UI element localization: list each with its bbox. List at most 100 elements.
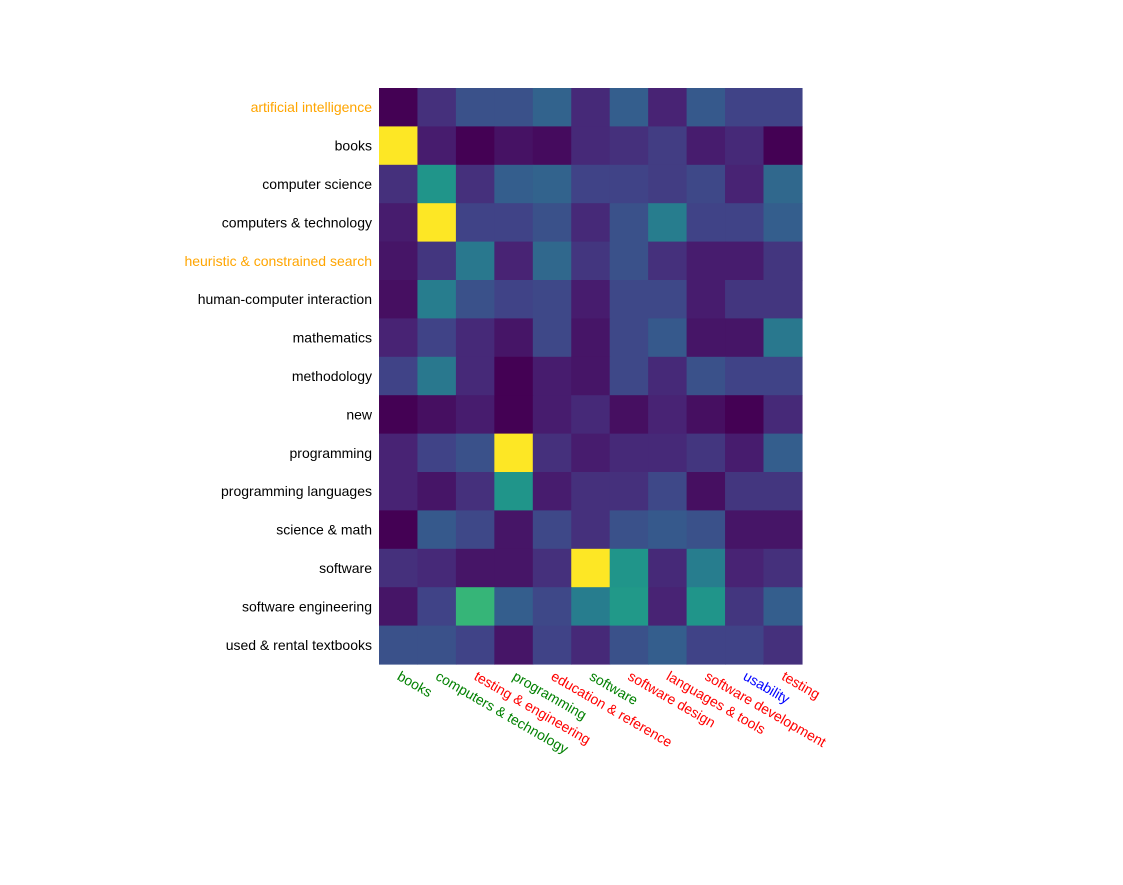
heatmap-cell	[532, 280, 572, 319]
heatmap-cell	[494, 625, 534, 665]
heatmap-cell	[725, 433, 765, 473]
heatmap-cell	[417, 241, 457, 281]
heatmap-cell	[532, 548, 572, 588]
heatmap-cell	[686, 587, 726, 627]
heatmap-cell	[686, 510, 726, 550]
heatmap-cell	[725, 510, 765, 550]
row-label: books	[335, 138, 372, 154]
heatmap-cell	[763, 203, 803, 243]
heatmap-cell	[455, 587, 495, 627]
heatmap-cell	[686, 241, 726, 281]
heatmap-cell	[532, 587, 572, 627]
heatmap-cell	[494, 548, 534, 588]
heatmap-cell	[494, 164, 534, 204]
heatmap-cell	[648, 625, 688, 665]
heatmap-cell	[725, 241, 765, 281]
heatmap-cell	[532, 126, 572, 166]
row-label: new	[346, 406, 373, 422]
heatmap-cell	[725, 164, 765, 204]
row-label: methodology	[292, 368, 372, 384]
heatmap-cell	[455, 510, 495, 550]
heatmap-cell	[648, 280, 688, 319]
heatmap-cell	[494, 280, 534, 319]
row-label: software	[319, 560, 372, 576]
heatmap-cell	[379, 395, 419, 435]
heatmap-cell	[648, 510, 688, 550]
heatmap-cell	[609, 395, 649, 435]
row-label: human-computer interaction	[198, 291, 372, 307]
heatmap-cell	[532, 203, 572, 243]
heatmap-cell	[763, 395, 803, 435]
heatmap-cell	[379, 587, 419, 627]
heatmap-cell	[379, 548, 419, 588]
heatmap-cell	[686, 472, 726, 511]
row-label: computer science	[262, 176, 372, 192]
heatmap-cell	[379, 241, 419, 281]
heatmap-cell	[417, 510, 457, 550]
heatmap-cells	[379, 88, 803, 665]
heatmap-cell	[494, 587, 534, 627]
heatmap-cell	[725, 203, 765, 243]
heatmap-cell	[571, 587, 611, 627]
heatmap-cell	[417, 164, 457, 204]
heatmap-cell	[455, 164, 495, 204]
heatmap-cell	[494, 241, 534, 281]
heatmap-cell	[417, 203, 457, 243]
heatmap-cell	[763, 472, 803, 511]
heatmap-cell	[763, 433, 803, 473]
heatmap-cell	[763, 510, 803, 550]
row-label: heuristic & constrained search	[184, 253, 372, 269]
heatmap-cell	[686, 164, 726, 204]
heatmap-cell	[648, 548, 688, 588]
heatmap-cell	[455, 241, 495, 281]
heatmap-cell	[609, 280, 649, 319]
heatmap-cell	[417, 126, 457, 166]
heatmap-cell	[417, 88, 457, 127]
column-label: books	[395, 668, 435, 701]
heatmap-cell	[455, 203, 495, 243]
heatmap-cell	[609, 88, 649, 127]
heatmap-cell	[609, 433, 649, 473]
heatmap-cell	[571, 203, 611, 243]
heatmap-cell	[455, 356, 495, 396]
heatmap-cell	[494, 126, 534, 166]
heatmap-cell	[609, 625, 649, 665]
heatmap-cell	[686, 356, 726, 396]
heatmap-cell	[379, 318, 419, 358]
heatmap-cell	[532, 318, 572, 358]
heatmap-cell	[725, 472, 765, 511]
heatmap-cell	[494, 88, 534, 127]
heatmap-cell	[725, 548, 765, 588]
heatmap-cell	[763, 88, 803, 127]
heatmap-cell	[686, 318, 726, 358]
heatmap-cell	[455, 433, 495, 473]
heatmap-cell	[417, 587, 457, 627]
heatmap-cell	[417, 280, 457, 319]
heatmap-cell	[494, 356, 534, 396]
heatmap-cell	[571, 88, 611, 127]
heatmap-cell	[648, 587, 688, 627]
heatmap-cell	[379, 625, 419, 665]
heatmap-cell	[455, 472, 495, 511]
heatmap-cell	[532, 433, 572, 473]
heatmap-cell	[763, 587, 803, 627]
heatmap-cell	[417, 472, 457, 511]
heatmap-cell	[379, 356, 419, 396]
heatmap-cell	[648, 318, 688, 358]
heatmap-cell	[571, 548, 611, 588]
heatmap-cell	[686, 625, 726, 665]
heatmap-cell	[379, 203, 419, 243]
row-label: programming	[290, 445, 372, 461]
heatmap-cell	[532, 472, 572, 511]
heatmap-cell	[417, 433, 457, 473]
heatmap-cell	[725, 126, 765, 166]
heatmap-cell	[494, 433, 534, 473]
heatmap-cell	[763, 241, 803, 281]
heatmap-cell	[379, 280, 419, 319]
heatmap-cell	[571, 126, 611, 166]
heatmap-cell	[532, 395, 572, 435]
heatmap-cell	[609, 203, 649, 243]
heatmap-cell	[417, 625, 457, 665]
